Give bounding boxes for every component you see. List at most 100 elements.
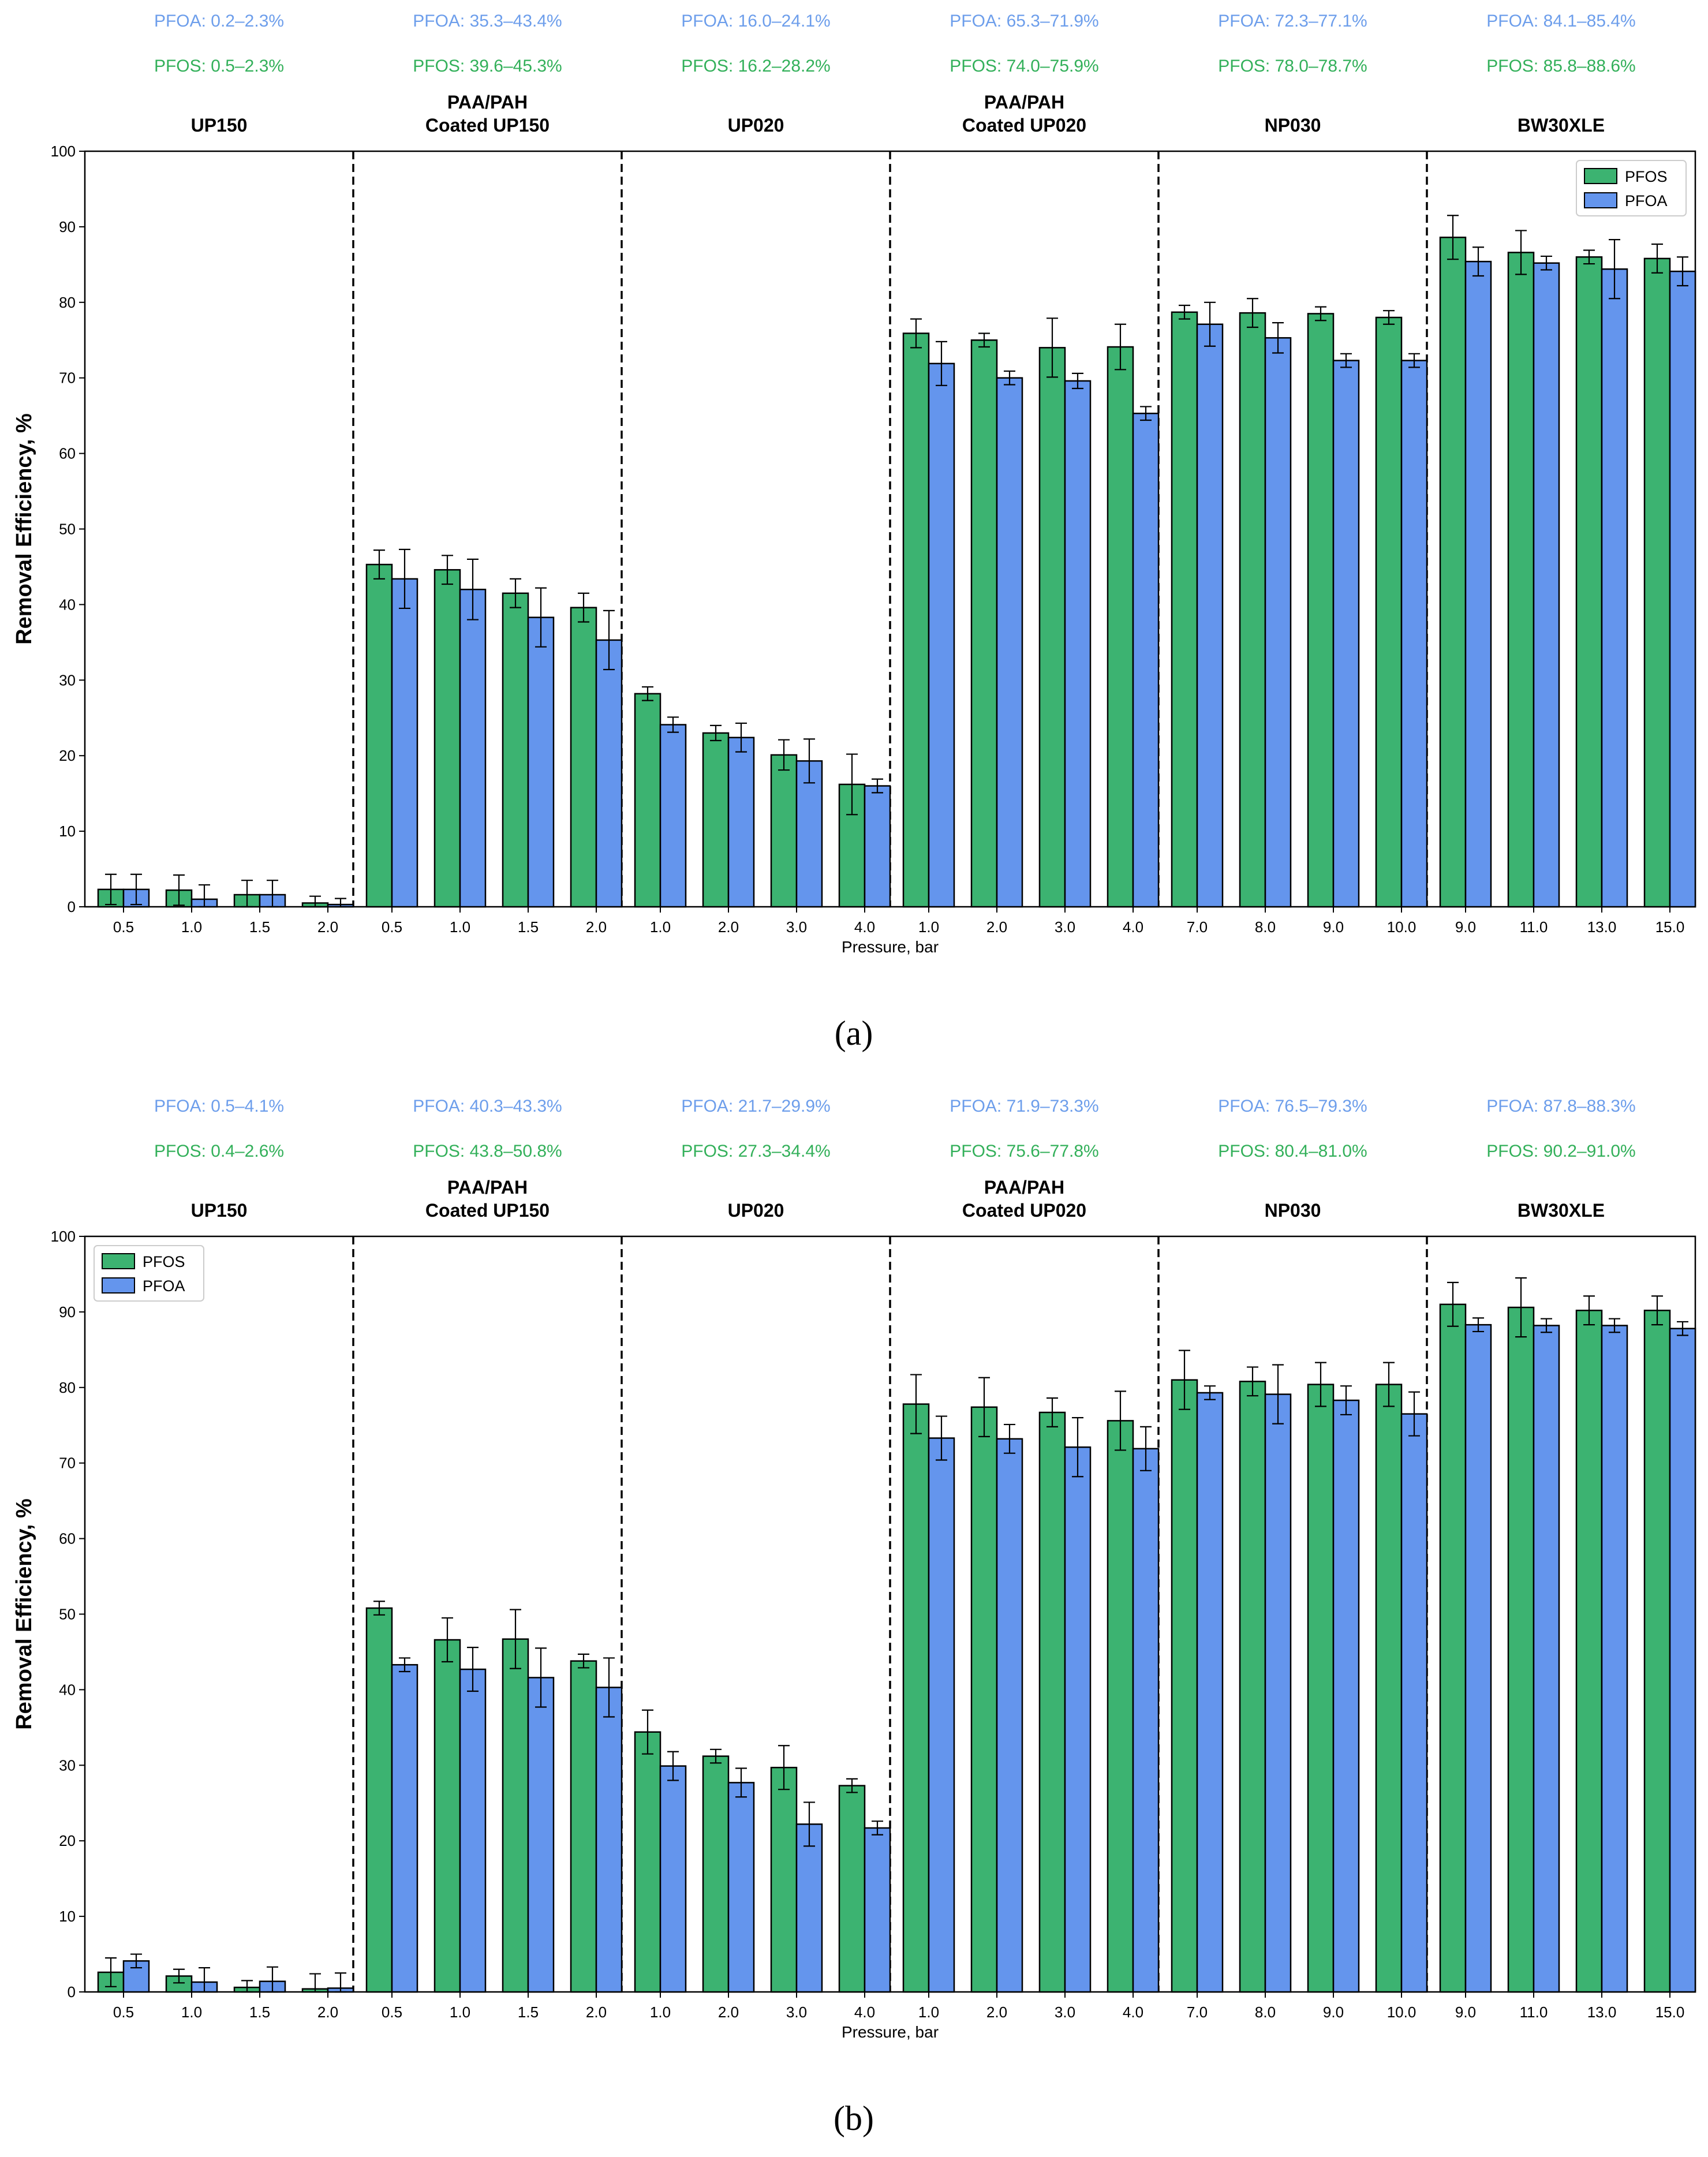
pfoa-bar: [1264, 1393, 1292, 1993]
pfos-range-label: PFOS: 74.0–75.9%: [950, 57, 1099, 76]
pfoa-range-label: PFOA: 40.3–43.3%: [413, 1097, 562, 1116]
pfos-bar: [1575, 256, 1603, 908]
x-tick-label: 15.0: [1655, 2003, 1685, 2021]
pfos-bar: [1171, 311, 1198, 908]
pfos-bar: [702, 732, 730, 908]
x-tick-label: 1.0: [650, 2003, 671, 2021]
x-tick-label: 4.0: [1123, 918, 1143, 936]
pfos-bar: [1643, 1310, 1671, 1993]
x-tick-label: 1.0: [181, 2003, 202, 2021]
pfoa-bar: [1601, 1325, 1628, 1993]
pfoa-range-label: PFOA: 16.0–24.1%: [681, 12, 831, 31]
x-tick-label: 3.0: [786, 2003, 807, 2021]
x-tick-label: 2.0: [718, 2003, 739, 2021]
pfoa-bar: [1132, 1448, 1160, 1993]
x-tick-label: 10.0: [1387, 2003, 1417, 2021]
pfoa-bar: [864, 1827, 891, 1993]
pfoa-bar: [595, 639, 623, 908]
pfos-bar: [1507, 1306, 1535, 1993]
x-tick-label: 1.5: [249, 918, 270, 936]
y-tick-label: 90: [59, 1303, 76, 1321]
pfoa-bar: [795, 1823, 823, 1993]
pfoa-bar: [1400, 1413, 1428, 1993]
legend-label-pfoa: PFOA: [1625, 192, 1668, 210]
x-tick-label: 2.0: [718, 918, 739, 936]
x-tick-label: 2.0: [986, 2003, 1007, 2021]
pfos-range-label: PFOS: 39.6–45.3%: [413, 57, 562, 76]
pfoa-bar: [659, 724, 687, 908]
x-tick-label: 1.0: [450, 2003, 470, 2021]
x-tick-label: 9.0: [1455, 2003, 1476, 2021]
y-tick-label: 0: [68, 898, 76, 915]
x-tick-label: 10.0: [1387, 918, 1417, 936]
pfoa-bar: [996, 1438, 1023, 1993]
x-tick-label: 2.0: [986, 918, 1007, 936]
pfoa-range-label: PFOA: 71.9–73.3%: [950, 1097, 1099, 1116]
y-tick-label: 80: [59, 1379, 76, 1396]
y-tick-label: 10: [59, 1908, 76, 1925]
pfos-bar: [365, 563, 393, 908]
x-tick-label: 4.0: [854, 918, 875, 936]
y-tick-label: 40: [59, 596, 76, 613]
y-tick-label: 100: [51, 1228, 76, 1245]
y-tick-label: 40: [59, 1681, 76, 1698]
pfos-bar: [902, 1403, 930, 1993]
panel-caption: (a): [835, 1014, 873, 1052]
group-label-line: PAA/PAH: [984, 1177, 1064, 1198]
x-tick-label: 3.0: [1055, 2003, 1075, 2021]
y-tick-label: 20: [59, 747, 76, 764]
x-tick-label: 1.0: [918, 2003, 939, 2021]
pfoa-bar: [928, 362, 955, 908]
x-tick-label: 15.0: [1655, 918, 1685, 936]
x-tick-label: 9.0: [1323, 2003, 1344, 2021]
pfoa-bar: [1464, 1324, 1492, 1993]
pfoa-bar: [527, 1677, 555, 1993]
pfoa-bar: [1669, 270, 1696, 908]
pfos-bar: [1375, 1384, 1403, 1993]
y-axis-title: Removal Efficiency, %: [12, 1498, 36, 1730]
group-label: UP020: [728, 1200, 784, 1221]
y-tick-label: 0: [68, 1983, 76, 2001]
x-tick-label: 7.0: [1187, 918, 1208, 936]
pfoa-bar: [928, 1437, 955, 1993]
pfos-bar: [1307, 313, 1335, 908]
pfos-bar: [502, 592, 529, 908]
x-tick-label: 2.0: [586, 2003, 607, 2021]
group-label: NP030: [1265, 1200, 1321, 1221]
pfos-range-label: PFOS: 80.4–81.0%: [1218, 1142, 1367, 1161]
pfoa-bar: [996, 377, 1023, 908]
pfoa-bar: [1601, 268, 1628, 908]
x-tick-label: 13.0: [1587, 2003, 1617, 2021]
y-tick-label: 50: [59, 521, 76, 538]
group-label: BW30XLE: [1518, 115, 1605, 136]
x-tick-label: 0.5: [382, 918, 402, 936]
pfos-bar: [1038, 347, 1066, 908]
group-label-line: Coated UP020: [962, 115, 1086, 136]
group-label: NP030: [1265, 115, 1321, 136]
pfos-range-label: PFOS: 0.4–2.6%: [154, 1142, 284, 1161]
pfos-bar: [770, 1766, 798, 1993]
y-axis-title: Removal Efficiency, %: [12, 413, 36, 645]
x-tick-label: 9.0: [1323, 918, 1344, 936]
pfos-bar: [1107, 1420, 1134, 1993]
pfoa-bar: [459, 1668, 487, 1993]
group-label-line: PAA/PAH: [984, 92, 1064, 113]
removal-efficiency-chart-b: PFOA: 0.5–4.1% PFOS: 0.4–2.6% UP150 PFOA: 4…: [12, 1097, 1696, 2137]
x-tick-label: 1.0: [450, 918, 470, 936]
pfoa-bar: [1064, 1446, 1092, 1993]
pfoa-bar: [1132, 412, 1160, 908]
pfos-bar: [634, 693, 661, 908]
pfos-bar: [1439, 1303, 1467, 1993]
x-tick-label: 11.0: [1520, 918, 1548, 936]
pfoa-bar: [527, 616, 555, 908]
group-label: UP150: [191, 1200, 248, 1221]
pfos-bar: [1239, 312, 1266, 908]
pfoa-bar: [864, 785, 891, 908]
pfos-bar: [1171, 1379, 1198, 1993]
pfos-bar: [970, 339, 998, 908]
x-tick-label: 0.5: [113, 918, 134, 936]
pfoa-range-label: PFOA: 87.8–88.3%: [1486, 1097, 1636, 1116]
y-tick-label: 60: [59, 1530, 76, 1547]
pfoa-bar: [459, 588, 487, 908]
pfos-bar: [970, 1406, 998, 1993]
